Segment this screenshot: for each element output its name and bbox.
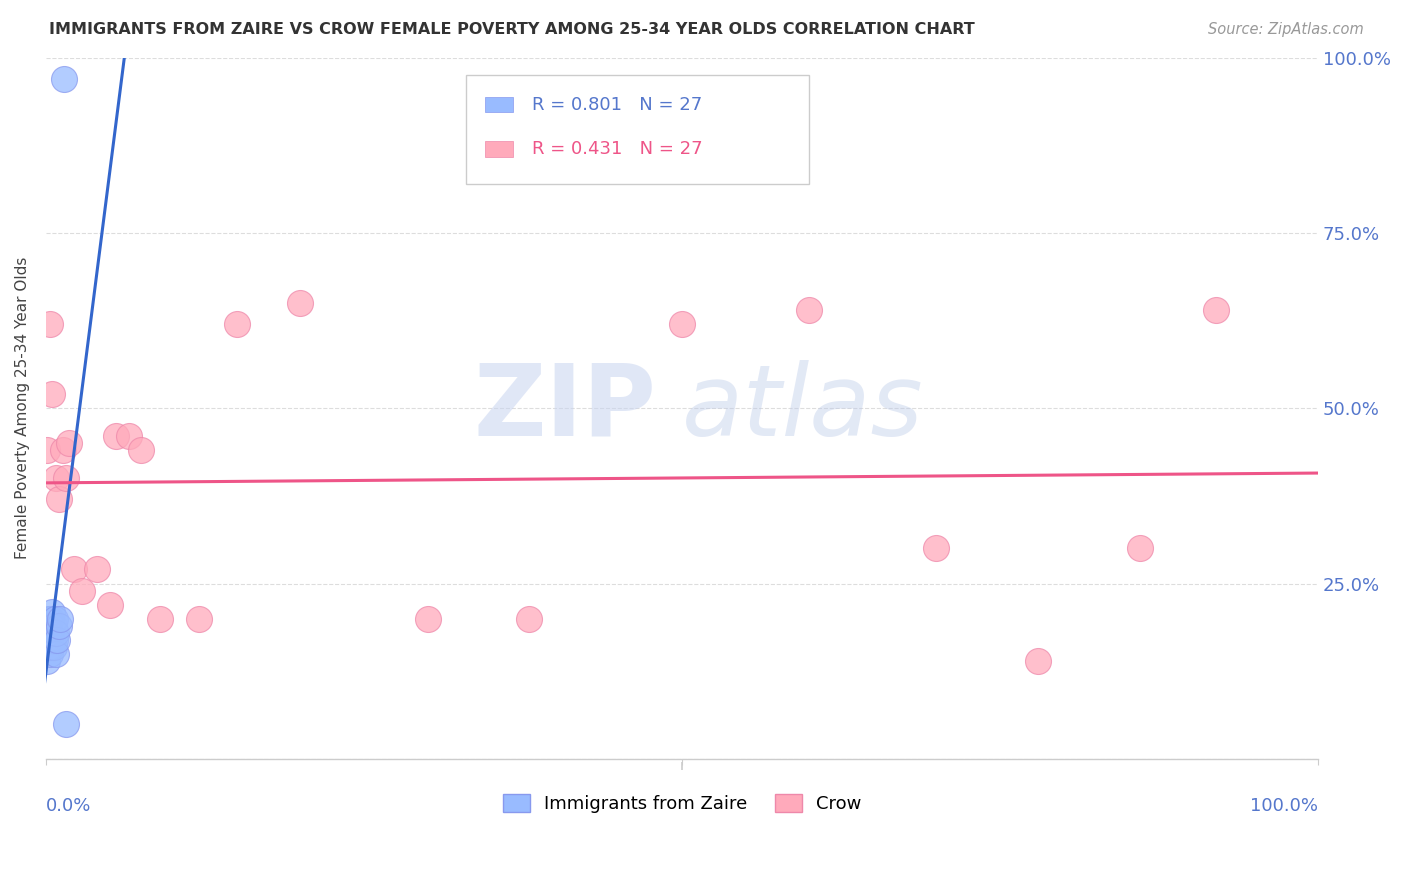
Point [70,583,93,598]
Point [39,625,62,640]
Point [41,387,63,401]
Point [225,317,247,331]
Point [1205,303,1227,318]
Text: atlas: atlas [682,359,924,457]
Point [1026,654,1049,668]
Point [39,611,62,625]
Text: ZIP: ZIP [474,359,657,457]
Point [86,562,108,576]
Point [98,598,121,612]
Text: R = 0.801   N = 27: R = 0.801 N = 27 [531,95,702,113]
Point [41,605,63,619]
Point [118,429,141,443]
Point [58,436,80,450]
Point [799,303,821,318]
Point [41,632,63,647]
Text: IMMIGRANTS FROM ZAIRE VS CROW FEMALE POVERTY AMONG 25-34 YEAR OLDS CORRELATION C: IMMIGRANTS FROM ZAIRE VS CROW FEMALE POV… [49,22,974,37]
Point [38,317,60,331]
Point [1129,541,1152,556]
Point [63,562,86,576]
Point [38,647,60,661]
Point [44,611,66,625]
Point [38,632,60,647]
Point [149,611,172,625]
Point [37,443,59,458]
Point [37,618,59,632]
Text: 100.0%: 100.0% [1250,797,1319,815]
Point [42,618,65,632]
Point [41,618,63,632]
Point [187,611,209,625]
Point [48,618,70,632]
Point [45,647,67,661]
Point [45,471,67,485]
Point [104,429,127,443]
Point [38,611,60,625]
Point [671,317,693,331]
Point [52,71,75,86]
Point [42,640,65,654]
FancyBboxPatch shape [465,75,810,184]
Point [49,611,72,625]
Point [290,296,312,310]
Legend: Immigrants from Zaire, Crow: Immigrants from Zaire, Crow [503,794,862,813]
Point [38,625,60,640]
Point [131,443,153,458]
FancyBboxPatch shape [485,141,513,156]
Point [51,443,73,458]
Point [39,640,62,654]
Text: Source: ZipAtlas.com: Source: ZipAtlas.com [1208,22,1364,37]
Point [55,471,77,485]
Point [925,541,948,556]
Point [38,625,60,640]
Point [55,716,77,731]
FancyBboxPatch shape [485,97,513,112]
Point [48,492,70,507]
Point [38,611,60,625]
Point [37,632,59,647]
Text: R = 0.431   N = 27: R = 0.431 N = 27 [531,140,703,158]
Text: 0.0%: 0.0% [46,797,91,815]
Point [416,611,439,625]
Point [37,654,59,668]
Point [38,640,60,654]
Point [46,632,69,647]
Point [519,611,541,625]
Y-axis label: Female Poverty Among 25-34 Year Olds: Female Poverty Among 25-34 Year Olds [15,257,30,559]
Point [44,632,66,647]
Point [45,625,67,640]
